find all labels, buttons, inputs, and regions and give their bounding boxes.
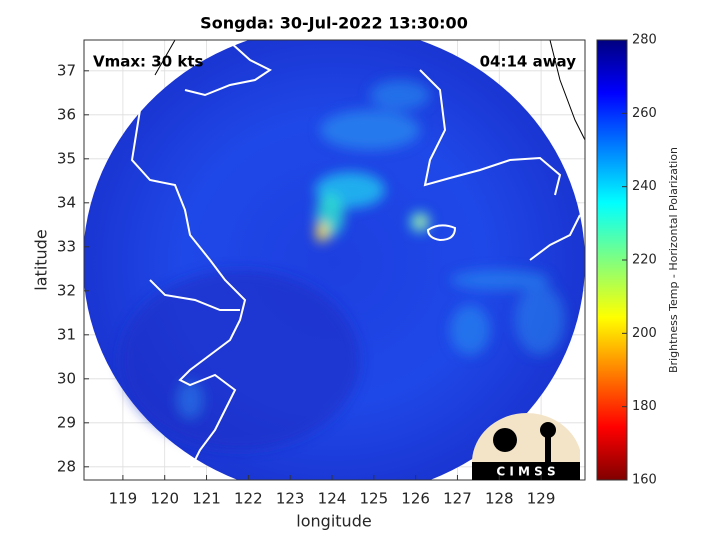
x-tick-label: 124 bbox=[318, 490, 347, 508]
plot-frame bbox=[83, 39, 586, 481]
coastline bbox=[130, 40, 247, 471]
coastline bbox=[419, 69, 562, 196]
y-tick-label: 29 bbox=[57, 413, 76, 431]
y-axis-label: latitude bbox=[32, 229, 51, 290]
y-tick-label: 31 bbox=[57, 325, 76, 343]
colorbar-tick-label: 220 bbox=[632, 253, 657, 268]
y-tick-label: 37 bbox=[57, 61, 76, 79]
colorbar-tick-label: 200 bbox=[632, 326, 657, 341]
coastline bbox=[184, 41, 272, 97]
x-tick-label: 120 bbox=[150, 490, 179, 508]
satellite-swath bbox=[84, 40, 585, 480]
y-tick-label: 30 bbox=[57, 369, 76, 387]
x-tick-label: 122 bbox=[234, 490, 263, 508]
colorbar-tick-label: 180 bbox=[632, 399, 657, 414]
y-tick-label: 35 bbox=[57, 149, 76, 167]
x-tick-label: 129 bbox=[527, 490, 556, 508]
x-axis-label: longitude bbox=[296, 512, 371, 531]
annotation: 04:14 away bbox=[480, 53, 577, 71]
colorbar-label: Brightness Temp - Horizontal Polarizatio… bbox=[667, 147, 680, 373]
island bbox=[426, 224, 457, 242]
logo-text: C I M S S bbox=[496, 465, 555, 479]
annotation: Vmax: 30 kts bbox=[93, 53, 203, 71]
y-tick-label: 34 bbox=[57, 193, 76, 211]
x-tick-label: 127 bbox=[443, 490, 472, 508]
coastline-outside bbox=[154, 40, 585, 141]
colorbar-tick-label: 240 bbox=[632, 179, 657, 194]
x-tick-label: 121 bbox=[192, 490, 221, 508]
y-tick-label: 28 bbox=[57, 457, 76, 475]
colorbar-tick-label: 260 bbox=[632, 106, 657, 121]
x-tick-label: 119 bbox=[109, 490, 138, 508]
x-tick-label: 123 bbox=[276, 490, 305, 508]
brightness-features bbox=[120, 80, 565, 450]
coastline bbox=[149, 279, 240, 311]
colorbar-tick-label: 160 bbox=[632, 473, 657, 488]
y-tick-label: 36 bbox=[57, 105, 76, 123]
chart-title: Songda: 30-Jul-2022 13:30:00 bbox=[200, 14, 468, 33]
y-tick-label: 32 bbox=[57, 281, 76, 299]
colorbar-tick-label: 280 bbox=[632, 33, 657, 48]
x-tick-label: 125 bbox=[359, 490, 388, 508]
y-tick-label: 33 bbox=[57, 237, 76, 255]
coastline bbox=[529, 214, 581, 261]
cimss-logo: C I M S S bbox=[472, 413, 580, 480]
x-tick-label: 126 bbox=[401, 490, 430, 508]
x-tick-label: 128 bbox=[485, 490, 514, 508]
